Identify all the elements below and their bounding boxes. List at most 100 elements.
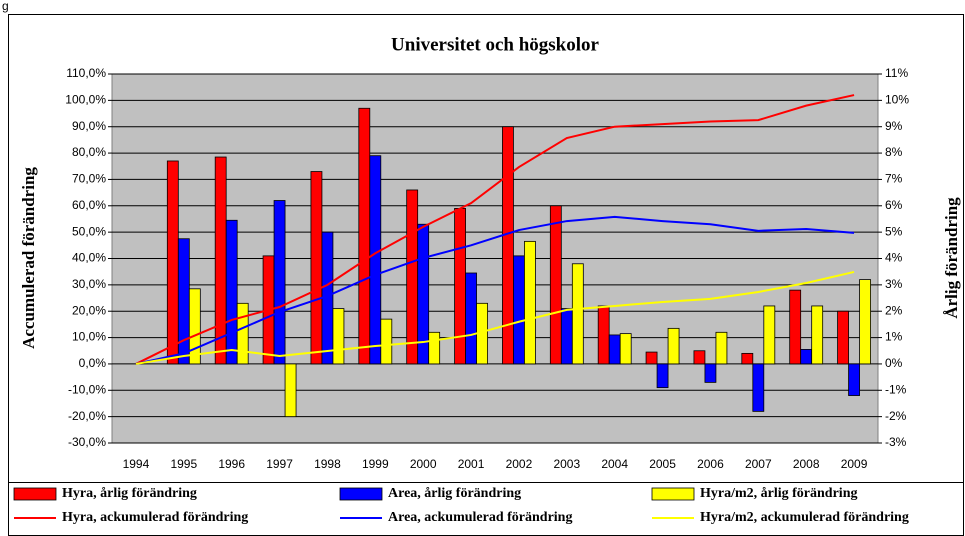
bar	[310, 171, 323, 365]
y-tick-label: 10,0%	[72, 330, 106, 344]
bar	[800, 349, 813, 365]
y-tick-label: 20,0%	[72, 303, 106, 317]
line	[135, 94, 855, 365]
bar	[428, 331, 441, 365]
y-tick-label: 50,0%	[72, 224, 106, 238]
x-tick-label: 1998	[314, 457, 341, 471]
bar	[549, 205, 562, 365]
legend-label: Hyra, årlig förändring	[62, 486, 197, 501]
line	[135, 215, 855, 365]
bar	[811, 305, 824, 365]
y2-tick-label: 7%	[885, 172, 903, 186]
bar	[177, 238, 190, 365]
bar	[656, 363, 669, 389]
legend-label: Hyra/m2, årlig förändring	[700, 486, 858, 501]
legend-label: Hyra/m2, ackumulerad förändring	[700, 510, 909, 525]
x-tick-label: 1994	[123, 457, 150, 471]
bar	[645, 351, 658, 365]
y-tick-label: 40,0%	[72, 251, 106, 265]
bar	[859, 279, 871, 365]
bar	[752, 363, 765, 412]
bar	[848, 363, 860, 396]
y2-tick-label: 11%	[885, 66, 908, 80]
x-tick-label: 2002	[506, 457, 533, 471]
corner-text: g	[2, 0, 9, 13]
x-tick-label: 2004	[601, 457, 628, 471]
x-tick-label: 1997	[266, 457, 293, 471]
y-tick-label: 0,0%	[79, 356, 107, 370]
x-tick-label: 1999	[362, 457, 389, 471]
y2-tick-label: 1%	[885, 330, 903, 344]
bar	[608, 334, 621, 365]
bar	[454, 208, 466, 365]
bar	[214, 156, 227, 365]
bar	[502, 126, 514, 365]
y2-tick-label: 6%	[885, 198, 903, 212]
y2-tick-label: -2%	[885, 409, 907, 423]
y-tick-label: 70,0%	[72, 172, 106, 186]
x-tick-label: 2006	[697, 457, 724, 471]
y2-tick-label: 2%	[885, 303, 903, 317]
bar	[763, 305, 776, 365]
legend-swatch	[13, 487, 57, 501]
chart-title: Universitet och högskolor	[391, 34, 600, 55]
bar	[358, 107, 371, 365]
y2-tick-label: 9%	[885, 119, 903, 133]
y-tick-label: -20,0%	[68, 409, 106, 423]
x-tick-label: 2003	[553, 457, 580, 471]
y2-tick-label: 8%	[885, 145, 903, 159]
bar	[715, 331, 728, 365]
bar	[188, 288, 201, 365]
x-tick-label: 2001	[458, 457, 485, 471]
bar	[273, 200, 286, 365]
bar	[369, 155, 382, 365]
bar	[789, 289, 802, 365]
y2-tick-label: 5%	[885, 224, 903, 238]
bar	[524, 240, 536, 365]
y2-tick-label: 4%	[885, 251, 903, 265]
y2-tick-label: 3%	[885, 277, 903, 291]
y-axis-title: Accumulerad förändring	[19, 167, 38, 349]
y-tick-label: 80,0%	[72, 145, 106, 159]
y-tick-label: -10,0%	[68, 382, 106, 396]
bar	[417, 223, 430, 365]
bar	[225, 219, 238, 365]
y-tick-label: 110,0%	[66, 66, 106, 80]
x-tick-label: 2007	[745, 457, 772, 471]
y-tick-label: 100,0%	[65, 93, 106, 107]
bar	[667, 327, 680, 365]
bar	[380, 318, 393, 365]
y-tick-label: 60,0%	[72, 198, 106, 212]
x-tick-label: 2000	[410, 457, 437, 471]
bar	[406, 189, 419, 365]
bar	[284, 363, 297, 418]
x-tick-label: 2008	[793, 457, 820, 471]
x-tick-label: 2009	[841, 457, 868, 471]
bar	[236, 302, 249, 365]
y-tick-label: 30,0%	[72, 277, 106, 291]
bar	[571, 263, 584, 365]
legend-swatch	[339, 487, 383, 501]
x-tick-label: 1996	[218, 457, 245, 471]
y-tick-label: -30,0%	[68, 435, 106, 449]
y2-tick-label: 0%	[885, 356, 903, 370]
line	[135, 270, 855, 365]
bar	[619, 333, 632, 365]
legend-swatch	[651, 487, 695, 501]
bar	[693, 350, 706, 365]
legend-label: Hyra, ackumulerad förändring	[62, 510, 248, 525]
bar	[513, 255, 525, 365]
y-tick-label: 90,0%	[72, 119, 106, 133]
y2-axis-title: Årlig förändring	[942, 197, 961, 319]
x-tick-label: 2005	[649, 457, 676, 471]
bar	[704, 363, 717, 383]
bar	[597, 305, 610, 365]
bar	[332, 308, 345, 365]
legend-label: Area, ackumulerad förändring	[388, 510, 572, 525]
bar	[741, 352, 754, 365]
bar	[465, 272, 477, 365]
y2-tick-label: -3%	[885, 435, 907, 449]
y2-tick-label: -1%	[885, 382, 907, 396]
y2-tick-label: 10%	[885, 93, 909, 107]
